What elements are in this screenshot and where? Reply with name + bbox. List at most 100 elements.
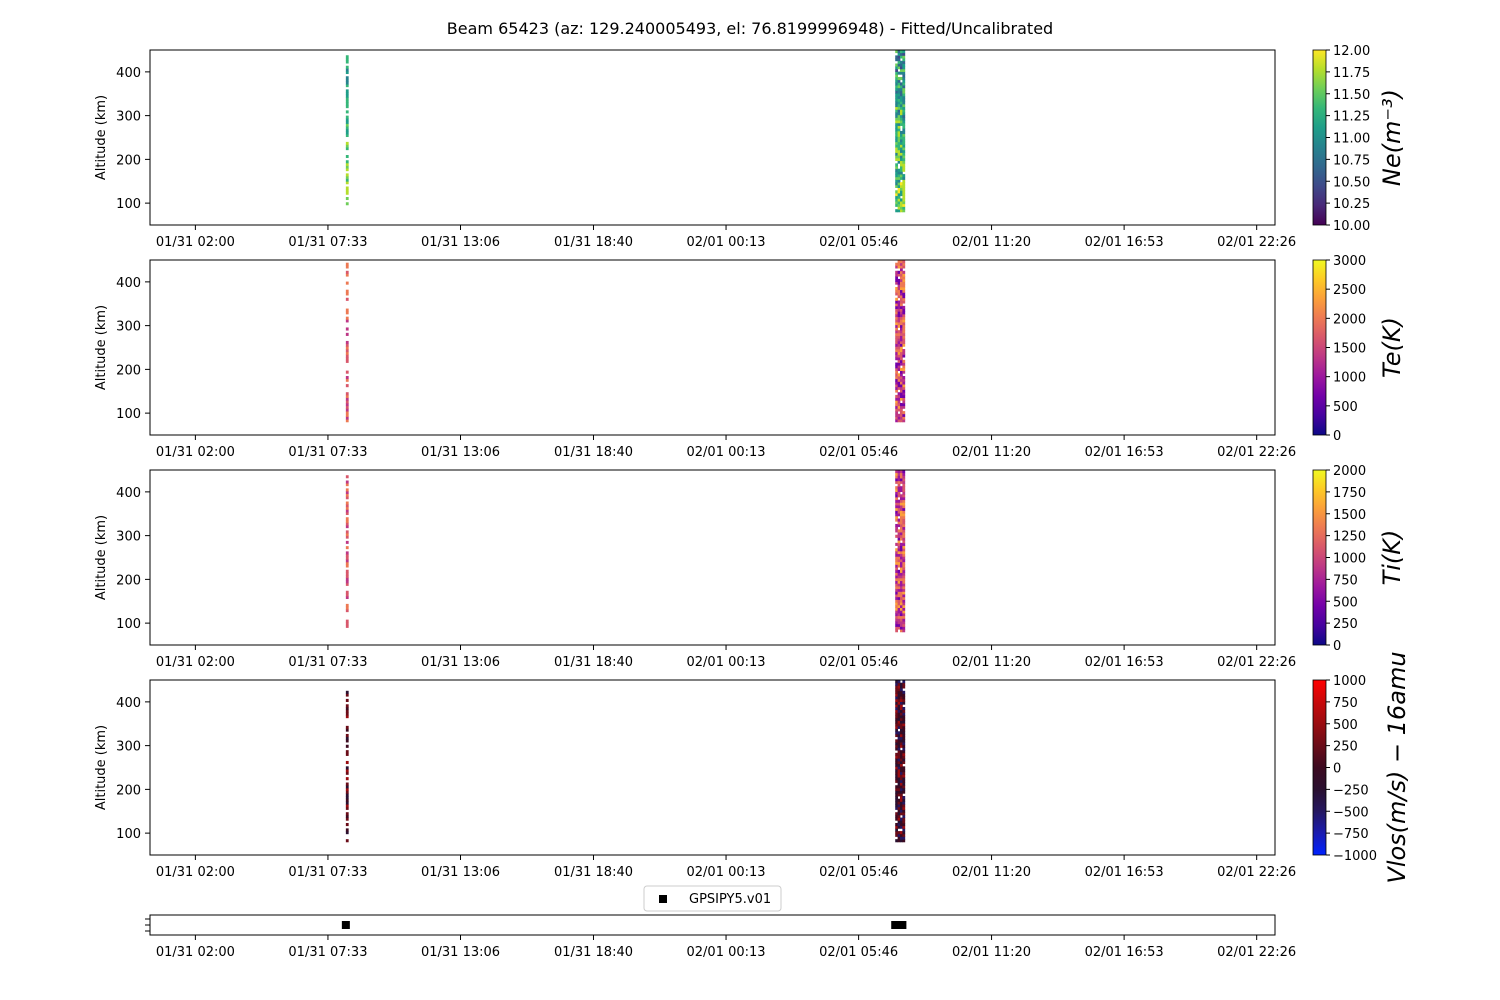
heatmap-cell xyxy=(900,580,903,584)
heatmap-cell xyxy=(902,125,906,129)
heatmap-cell xyxy=(902,618,906,622)
heatmap-cell xyxy=(900,322,903,326)
heatmap-cell xyxy=(902,814,906,818)
colorbar-tick-label: 500 xyxy=(1333,595,1358,610)
colorbar-tick-label: 2000 xyxy=(1333,464,1366,479)
heatmap-cell xyxy=(895,179,899,183)
heatmap-cell xyxy=(897,801,901,805)
heatmap-cell xyxy=(897,540,901,544)
heatmap-cell xyxy=(900,812,903,816)
heatmap-cell xyxy=(895,316,899,320)
colorbar-tick-label: 1500 xyxy=(1333,342,1366,357)
heatmap-cell xyxy=(345,99,349,103)
heatmap-cell xyxy=(897,602,901,606)
heatmap-cell xyxy=(895,550,899,555)
heatmap-cell xyxy=(895,472,899,476)
colorbar-tick-label: 11.50 xyxy=(1333,88,1370,103)
heatmap-cell xyxy=(900,265,903,269)
heatmap-cell xyxy=(897,265,901,269)
heatmap-cell xyxy=(902,532,906,536)
heatmap-cell xyxy=(900,572,903,576)
heatmap-cell xyxy=(895,351,899,355)
heatmap-cell xyxy=(895,825,899,829)
heatmap-cell xyxy=(897,58,901,62)
colorbar-tick-label: 12.00 xyxy=(1333,44,1370,59)
heatmap-cell xyxy=(895,362,899,366)
heatmap-cell xyxy=(900,340,903,345)
heatmap-cell xyxy=(897,588,901,592)
heatmap-cell xyxy=(897,548,901,552)
heatmap-cell xyxy=(902,319,906,323)
x-tick-label: 02/01 11:20 xyxy=(952,865,1031,880)
heatmap-cell xyxy=(345,60,349,64)
heatmap-cell xyxy=(900,95,903,99)
heatmap-cell xyxy=(895,201,899,205)
heatmap-cell xyxy=(895,394,899,398)
heatmap-cell xyxy=(345,519,349,523)
heatmap-cell xyxy=(345,606,349,610)
heatmap-cell xyxy=(900,392,903,396)
heatmap-cell xyxy=(895,343,899,347)
heatmap-cell xyxy=(900,736,903,740)
heatmap-cell xyxy=(900,688,903,692)
plot-area xyxy=(150,50,1275,225)
heatmap-cell xyxy=(345,186,349,190)
heatmap-cell xyxy=(902,529,906,533)
colorbar-tick-label: 10.00 xyxy=(1333,219,1370,234)
heatmap-cell xyxy=(900,373,903,377)
heatmap-cell xyxy=(900,130,903,135)
x-tick-label: 01/31 13:06 xyxy=(421,655,500,670)
colorbar-tick-label: 1500 xyxy=(1333,508,1366,523)
heatmap-cell xyxy=(895,63,899,67)
heatmap-cell xyxy=(902,71,906,75)
heatmap-cell xyxy=(895,496,899,501)
heatmap-cell xyxy=(895,839,899,843)
heatmap-cell xyxy=(897,381,901,385)
heatmap-cell xyxy=(895,184,899,188)
colorbar-tick-label: 1250 xyxy=(1333,530,1366,545)
heatmap-cell xyxy=(897,152,901,156)
heatmap-cell xyxy=(900,793,903,797)
heatmap-cell xyxy=(897,523,901,528)
heatmap-cell xyxy=(902,179,906,183)
heatmap-cell xyxy=(900,690,903,694)
heatmap-cell xyxy=(900,168,903,172)
heatmap-cell xyxy=(897,766,901,770)
heatmap-cell xyxy=(900,744,903,748)
heatmap-cell xyxy=(895,203,899,207)
colorbar-gradient xyxy=(1312,49,1327,226)
heatmap-cell xyxy=(902,316,906,320)
heatmap-cell xyxy=(902,351,906,355)
heatmap-cell xyxy=(895,612,899,617)
heatmap-cell xyxy=(902,564,906,568)
heatmap-cell xyxy=(897,621,901,625)
heatmap-cell xyxy=(902,206,906,210)
colorbar-gradient xyxy=(1312,679,1327,856)
figure-title: Beam 65423 (az: 129.240005493, el: 76.81… xyxy=(447,19,1053,38)
colorbar-tick-label: 750 xyxy=(1333,696,1358,711)
panel-vlos: 100 200 300 400 Altitude (km) 01/31 02:00 01/3… xyxy=(94,651,1411,883)
heatmap-cell xyxy=(897,400,901,404)
heatmap-cell xyxy=(895,542,899,546)
heatmap-cell xyxy=(902,478,906,482)
heatmap-cell xyxy=(897,518,901,522)
heatmap-cell xyxy=(895,690,899,694)
heatmap-cell xyxy=(345,572,349,576)
heatmap-cell xyxy=(345,316,349,320)
heatmap-cell xyxy=(897,793,901,797)
heatmap-cell xyxy=(897,507,901,511)
heatmap-cell xyxy=(895,513,899,517)
heatmap-cell xyxy=(902,160,906,164)
heatmap-cell xyxy=(902,338,906,342)
heatmap-cell xyxy=(900,742,903,746)
heatmap-cell xyxy=(902,499,906,503)
heatmap-cell xyxy=(900,155,903,159)
heatmap-cell xyxy=(900,478,903,482)
x-tick-label: 01/31 13:06 xyxy=(421,445,500,460)
heatmap-cell xyxy=(345,297,349,301)
colorbar-tick-label: 10.50 xyxy=(1333,175,1370,190)
heatmap-cell xyxy=(895,602,899,606)
heatmap-cell xyxy=(895,480,899,484)
colorbar-tick-label: 1000 xyxy=(1333,552,1366,567)
heatmap-cell xyxy=(897,483,901,487)
